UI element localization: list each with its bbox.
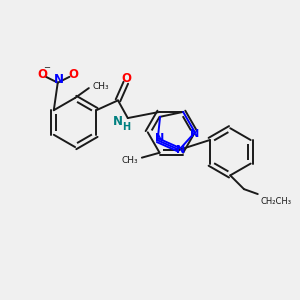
Text: O: O	[68, 68, 79, 81]
Text: N: N	[113, 116, 123, 128]
Text: N: N	[176, 145, 186, 155]
Text: H: H	[122, 122, 130, 132]
Text: N: N	[155, 133, 164, 143]
Text: O: O	[122, 72, 132, 85]
Text: CH₃: CH₃	[93, 82, 110, 91]
Text: CH₃: CH₃	[121, 156, 138, 165]
Text: −: −	[44, 64, 50, 73]
Text: N: N	[54, 73, 64, 86]
Text: CH₂CH₃: CH₂CH₃	[261, 197, 292, 206]
Text: O: O	[37, 68, 47, 81]
Text: N: N	[190, 129, 200, 139]
